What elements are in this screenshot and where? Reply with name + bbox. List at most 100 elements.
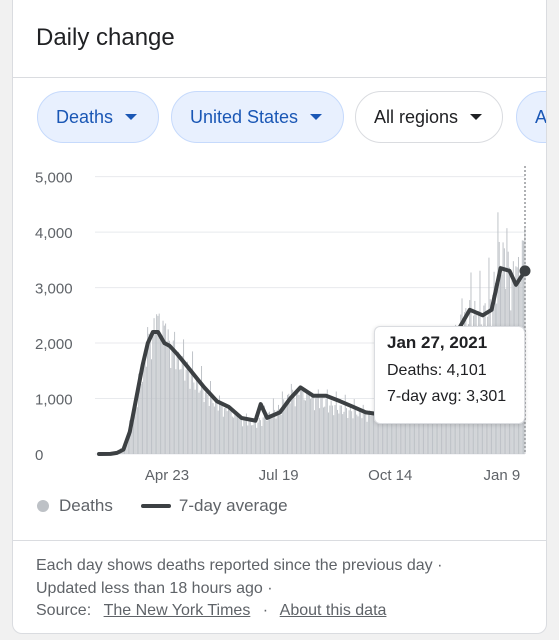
hover-point-marker (519, 265, 531, 277)
deaths-bar (183, 339, 185, 454)
deaths-bar (362, 404, 364, 454)
deaths-bar (207, 395, 209, 454)
deaths-bar (266, 420, 268, 454)
deaths-bar (316, 394, 318, 454)
region-filter-chip[interactable]: All regions (355, 91, 503, 143)
deaths-bar (390, 421, 392, 454)
deaths-bar (262, 417, 264, 454)
deaths-bar (174, 331, 176, 454)
deaths-bar (330, 400, 332, 454)
deaths-bar (131, 424, 133, 454)
deaths-bar (338, 413, 340, 454)
deaths-bar (399, 420, 401, 454)
y-tick-label: 1,000 (35, 392, 73, 409)
deaths-bar (353, 399, 355, 454)
deaths-bar (351, 411, 353, 454)
deaths-bar (163, 325, 165, 454)
tooltip-deaths: Deaths: 4,101 (387, 362, 487, 379)
deaths-bar (140, 383, 142, 454)
deaths-bar (380, 412, 382, 454)
deaths-bar (306, 391, 308, 454)
deaths-bar (197, 378, 199, 454)
deaths-bar (206, 387, 208, 454)
about-data-link[interactable]: About this data (279, 602, 387, 619)
deaths-bar (270, 418, 272, 454)
deaths-bar (233, 417, 235, 454)
deaths-bar (379, 413, 381, 454)
deaths-bar (135, 403, 137, 454)
tooltip-date: Jan 27, 2021 (387, 333, 488, 352)
deaths-bar (414, 411, 416, 454)
deaths-bar (381, 417, 383, 454)
deaths-bar (419, 411, 421, 454)
deaths-bar (229, 409, 231, 454)
deaths-bar (320, 398, 322, 454)
deaths-bar (303, 399, 305, 454)
location-filter-chip[interactable]: United States (171, 91, 344, 143)
deaths-bar (217, 410, 219, 454)
deaths-chart[interactable]: 0 1,000 2,000 3,000 4,000 5,000 Apr 23 Jul 19 O… (13, 160, 547, 490)
metric-filter-label: Deaths (56, 106, 114, 127)
footer-source: Source: The New York Times · About this … (36, 602, 386, 620)
deaths-bar (253, 420, 255, 454)
deaths-bar (265, 418, 267, 454)
deaths-bar (288, 393, 290, 454)
deaths-bar (211, 393, 213, 454)
deaths-bar (231, 416, 233, 454)
source-link[interactable]: The New York Times (103, 602, 251, 619)
deaths-bar (152, 331, 154, 454)
deaths-bar (216, 400, 218, 454)
chevron-down-icon (125, 114, 138, 120)
deaths-bar (329, 405, 331, 454)
deaths-bar (397, 411, 399, 454)
footer-updated: Updated less than 18 hours ago · (36, 580, 273, 597)
x-tick-label: Apr 23 (145, 467, 189, 484)
deaths-bar (310, 398, 312, 454)
deaths-bar (393, 412, 395, 454)
deaths-bar (171, 345, 173, 454)
y-tick-label: 2,000 (35, 336, 73, 353)
deaths-bar (159, 336, 161, 454)
deaths-bar (328, 412, 330, 454)
deaths-bar (276, 410, 278, 454)
deaths-bar (226, 411, 228, 454)
metric-filter-chip[interactable]: Deaths (37, 91, 159, 143)
deaths-bar (175, 369, 177, 454)
deaths-bar (213, 406, 215, 454)
deaths-bar (148, 333, 150, 454)
deaths-bar (378, 412, 380, 454)
deaths-bar (278, 404, 280, 454)
deaths-bar (269, 411, 271, 454)
deaths-bar (151, 359, 152, 454)
legend-deaths-label: Deaths (59, 496, 113, 515)
deaths-bar (347, 417, 349, 454)
deaths-bar (210, 381, 211, 454)
deaths-bar (401, 414, 403, 454)
footer-separator: · (262, 602, 269, 619)
deaths-bar (370, 415, 372, 454)
deaths-bar (298, 394, 300, 454)
extra-filter-chip[interactable]: Al (516, 91, 546, 143)
legend-average-label: 7-day average (178, 496, 288, 515)
y-tick-label: 5,000 (35, 170, 73, 187)
deaths-bar (134, 404, 136, 454)
source-label: Source: (36, 602, 92, 619)
deaths-bar (364, 409, 365, 454)
x-tick-label: Oct 14 (368, 467, 412, 484)
deaths-bar (283, 399, 285, 454)
deaths-bar (258, 417, 260, 454)
deaths-bar (199, 390, 201, 454)
chevron-down-icon (470, 114, 483, 120)
deaths-bar (392, 413, 394, 454)
footer-divider (13, 540, 546, 541)
deaths-bar (369, 410, 371, 454)
tooltip-average: 7-day avg: 3,301 (387, 388, 507, 405)
deaths-bar (342, 414, 344, 454)
deaths-bar (366, 421, 368, 454)
deaths-bar (385, 423, 387, 454)
deaths-bar (139, 379, 141, 454)
deaths-bar (407, 396, 409, 454)
deaths-bar (287, 394, 288, 454)
deaths-bar (162, 320, 164, 454)
deaths-bar (361, 418, 363, 454)
